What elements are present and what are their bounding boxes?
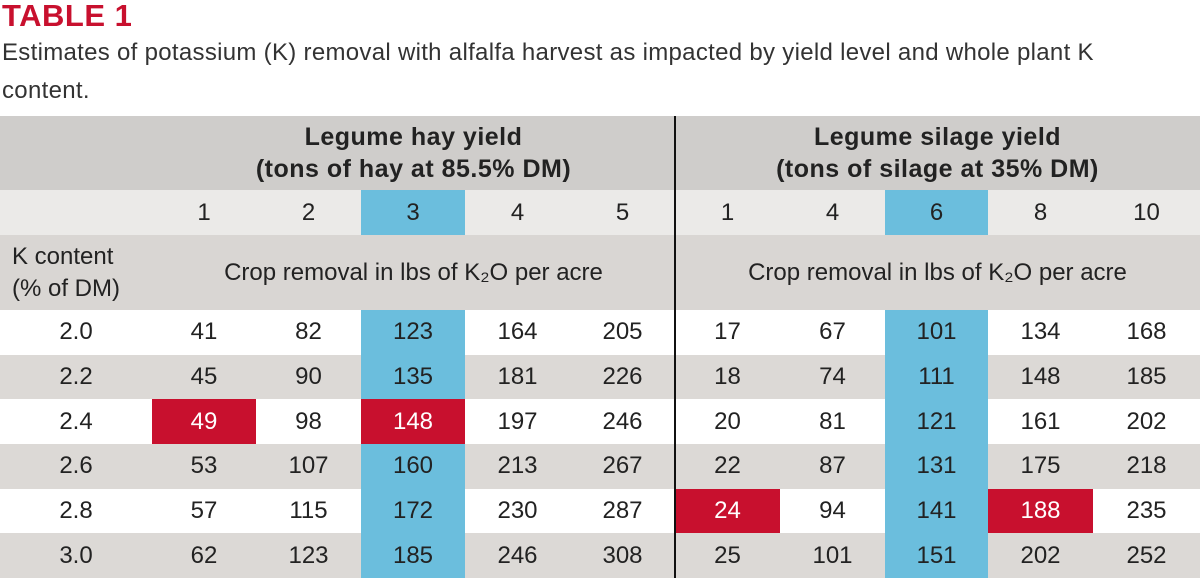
title: TABLE 1: [2, 0, 133, 33]
value-cell: 151: [885, 533, 988, 578]
value-cell: 90: [256, 354, 361, 400]
row-header: K content (% of DM): [0, 235, 152, 310]
unit-label: Crop removal in lbs of K₂O per acre: [152, 235, 675, 310]
highlight-cell: 49: [152, 399, 256, 444]
value-cell: 81: [780, 399, 885, 444]
value-cell: 197: [465, 399, 570, 444]
value-cell: 67: [780, 310, 885, 355]
value-cell: 74: [780, 354, 885, 400]
yield-header: 2: [256, 190, 361, 235]
value-cell: 164: [465, 310, 570, 355]
value-cell: 252: [1093, 533, 1200, 578]
value-cell: 267: [570, 444, 675, 489]
value-cell: 18: [675, 354, 780, 400]
value-cell: 185: [1093, 354, 1200, 400]
k-content: 3.0: [0, 533, 152, 578]
value-cell: 202: [1093, 399, 1200, 444]
value-cell: 123: [361, 310, 465, 355]
text-line: (tons of hay at 85.5% DM): [255, 155, 572, 183]
value-cell: 20: [675, 399, 780, 444]
yield-header: 4: [780, 190, 885, 235]
yield-header: 5: [570, 190, 675, 235]
value-cell: 62: [152, 533, 256, 578]
value-cell: 308: [570, 533, 675, 578]
yield-header: 8: [988, 190, 1093, 235]
value-cell: 123: [256, 533, 361, 578]
text-line: (tons of silage at 35% DM): [776, 155, 1099, 183]
value-cell: 107: [256, 444, 361, 489]
value-cell: 41: [152, 310, 256, 355]
text-line: K content: [12, 242, 114, 270]
highlight-cell: 148: [361, 399, 465, 444]
value-cell: 134: [988, 310, 1093, 355]
value-cell: 175: [988, 444, 1093, 489]
caption: Estimates of potassium (K) removal with …: [2, 39, 1094, 104]
value-cell: 148: [988, 354, 1093, 400]
value-cell: 181: [465, 354, 570, 400]
value-cell: 287: [570, 488, 675, 534]
k-content: 2.6: [0, 444, 152, 489]
k-content: 2.8: [0, 488, 152, 534]
highlight-cell: 188: [988, 488, 1093, 534]
value-cell: 53: [152, 444, 256, 489]
text-line: Legume hay yield: [304, 123, 523, 151]
k-content: 2.2: [0, 354, 152, 400]
yield-blank: [0, 190, 152, 235]
value-cell: 101: [885, 310, 988, 355]
value-cell: 57: [152, 488, 256, 534]
value-cell: 82: [256, 310, 361, 355]
value-cell: 98: [256, 399, 361, 444]
text-line: (% of DM): [12, 274, 120, 302]
value-cell: 246: [570, 399, 675, 444]
value-cell: 226: [570, 354, 675, 400]
yield-header: 1: [675, 190, 780, 235]
yield-header: 1: [152, 190, 256, 235]
unit-label: Crop removal in lbs of K₂O per acre: [675, 235, 1200, 310]
value-cell: 25: [675, 533, 780, 578]
value-cell: 17: [675, 310, 780, 355]
value-cell: 160: [361, 444, 465, 489]
value-cell: 121: [885, 399, 988, 444]
yield-header: 6: [885, 190, 988, 235]
value-cell: 202: [988, 533, 1093, 578]
divider: [674, 116, 676, 578]
highlight-cell: 24: [675, 488, 780, 534]
value-cell: 235: [1093, 488, 1200, 534]
k-content: 2.0: [0, 310, 152, 355]
value-cell: 135: [361, 354, 465, 400]
group-title: Legume silage yield (tons of silage at 35…: [675, 116, 1200, 190]
value-cell: 205: [570, 310, 675, 355]
value-cell: 230: [465, 488, 570, 534]
value-cell: 185: [361, 533, 465, 578]
value-cell: 172: [361, 488, 465, 534]
value-cell: 246: [465, 533, 570, 578]
value-cell: 213: [465, 444, 570, 489]
k-content: 2.4: [0, 399, 152, 444]
yield-header: 4: [465, 190, 570, 235]
text-line: Legume silage yield: [813, 123, 1062, 151]
group-title: Legume hay yield (tons of hay at 85.5% DM…: [152, 116, 675, 190]
value-cell: 218: [1093, 444, 1200, 489]
yield-header: 3: [361, 190, 465, 235]
value-cell: 141: [885, 488, 988, 534]
value-cell: 45: [152, 354, 256, 400]
value-cell: 87: [780, 444, 885, 489]
header-blank: [0, 116, 152, 190]
value-cell: 131: [885, 444, 988, 489]
value-cell: 161: [988, 399, 1093, 444]
value-cell: 115: [256, 488, 361, 534]
value-cell: 168: [1093, 310, 1200, 355]
yield-header: 10: [1093, 190, 1200, 235]
value-cell: 101: [780, 533, 885, 578]
value-cell: 22: [675, 444, 780, 489]
value-cell: 94: [780, 488, 885, 534]
value-cell: 111: [885, 354, 988, 400]
